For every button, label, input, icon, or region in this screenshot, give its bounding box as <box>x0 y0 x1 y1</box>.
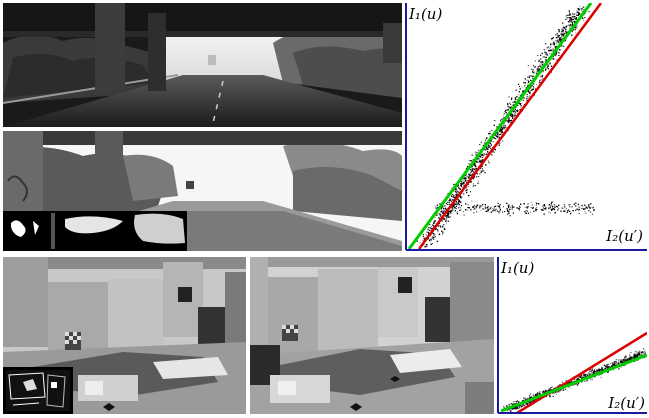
plot-top-y-label: I₁(u) <box>409 5 443 23</box>
plot-top-x-label: I₂(u′) <box>606 227 643 245</box>
joint-histogram-plot-top: I₁(u) I₂(u′) <box>405 3 647 251</box>
indoor-image-1 <box>3 257 246 414</box>
fit-line-red <box>417 3 603 250</box>
indoor-photo-frame-2 <box>250 257 494 414</box>
fit-line-green <box>407 3 593 250</box>
joint-histogram-plot-bottom: I₁(u) I₂(u′) <box>497 257 647 414</box>
mask-inset <box>3 211 187 251</box>
road-image-2 <box>3 131 402 251</box>
road-image-1 <box>3 3 402 127</box>
fit-line-green <box>500 353 647 413</box>
indoor-image-2 <box>250 257 494 414</box>
mask-inset-indoor <box>3 367 73 414</box>
indoor-photo-frame-1 <box>3 257 246 414</box>
road-photo-frame-2 <box>3 131 402 251</box>
road-photo-frame-1 <box>3 3 402 127</box>
scatter-points <box>416 5 595 248</box>
plot-top-canvas <box>405 3 647 251</box>
plot-bottom-y-label: I₁(u) <box>501 259 535 277</box>
fit-line-red <box>516 331 647 414</box>
plot-bottom-x-label: I₂(u′) <box>608 394 645 412</box>
plot-bottom-canvas <box>497 257 647 414</box>
